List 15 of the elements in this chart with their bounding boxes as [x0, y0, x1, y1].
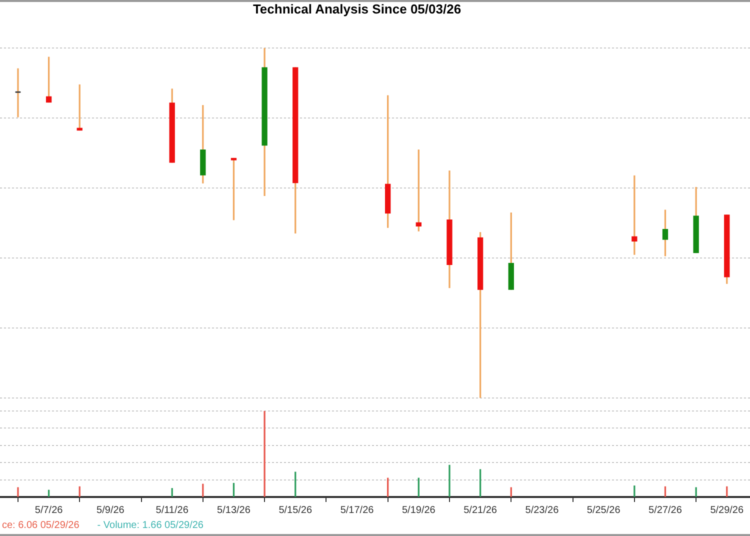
text: - Volume: 1.66 05/29/26 — [97, 520, 204, 531]
x-tick-label: 5/25/26 — [586, 504, 621, 516]
x-tick-label: 5/15/26 — [278, 504, 312, 516]
x-tick-label: 5/29/26 — [710, 504, 744, 516]
x-tick-label: 5/17/26 — [340, 504, 374, 516]
x-tick-label: 5/23/26 — [525, 504, 560, 516]
text: ce: 6.06 05/29/26 — [2, 520, 80, 531]
chart-title: Technical Analysis Since 05/03/26 — [252, 2, 462, 17]
x-tick-label: 5/21/26 — [464, 504, 498, 516]
x-tick-label: 5/7/26 — [34, 504, 64, 516]
x-tick-label: 5/27/26 — [648, 504, 682, 516]
x-tick-label: 5/19/26 — [402, 504, 436, 516]
x-tick-label: 5/13/26 — [217, 504, 251, 516]
x-tick-label: 5/11/26 — [156, 504, 189, 516]
x-tick-label: 5/9/26 — [96, 504, 125, 516]
